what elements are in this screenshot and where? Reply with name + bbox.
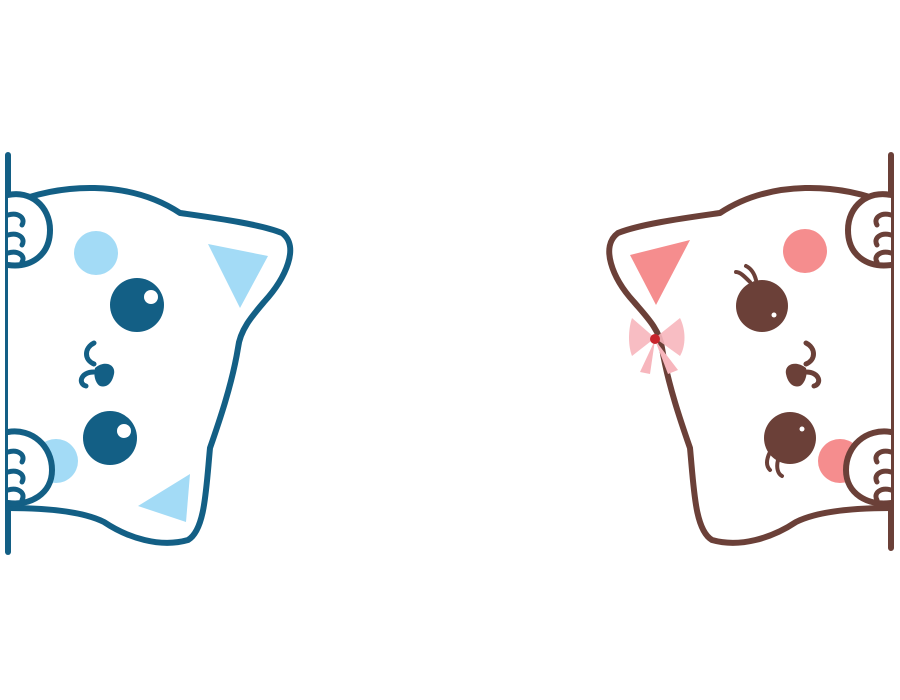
- blue-cat-ear-top: [208, 244, 268, 308]
- blue-cat-nose: [94, 363, 115, 387]
- blue-cat-cheek-top: [74, 231, 118, 275]
- pink-cat-nose: [785, 363, 807, 387]
- pink-cat: [606, 152, 894, 551]
- pink-cat-eyelash-bottom: [765, 450, 784, 478]
- pink-cat-paw-bottom-toes: [873, 448, 894, 503]
- pink-cat-eye-top-highlight: [771, 312, 777, 318]
- pink-cat-bow: [629, 318, 685, 374]
- pink-cat-eye-top: [736, 280, 788, 332]
- blue-cat: [5, 152, 294, 555]
- blue-cat-paw-top: [5, 191, 53, 269]
- pink-cat-paw-top: [845, 191, 894, 269]
- pink-cat-mouth: [803, 340, 822, 389]
- blue-cat-mouth: [78, 340, 97, 389]
- pink-cat-ear: [630, 240, 690, 305]
- pink-cat-paw-bottom: [843, 428, 894, 507]
- blue-cat-eye-top-highlight: [144, 290, 158, 304]
- pink-cat-cheek-top: [783, 229, 827, 273]
- pink-cat-eye-bottom: [764, 412, 816, 464]
- blue-cat-ear-bottom: [138, 474, 190, 522]
- pink-cat-eye-bottom-highlight: [799, 426, 805, 432]
- blue-cat-eye-top: [110, 278, 164, 332]
- blue-cat-paw-bottom: [5, 428, 55, 507]
- blue-cat-paw-top-toes: [5, 211, 26, 265]
- blue-cat-paw-bottom-toes: [5, 448, 26, 503]
- pink-cat-eyelash-top: [734, 264, 758, 284]
- blue-cat-head: [5, 185, 294, 546]
- blue-cat-eye-bottom: [83, 411, 137, 465]
- pink-cat-paw-top-toes: [873, 211, 894, 265]
- blue-cat-eye-bottom-highlight: [117, 424, 131, 438]
